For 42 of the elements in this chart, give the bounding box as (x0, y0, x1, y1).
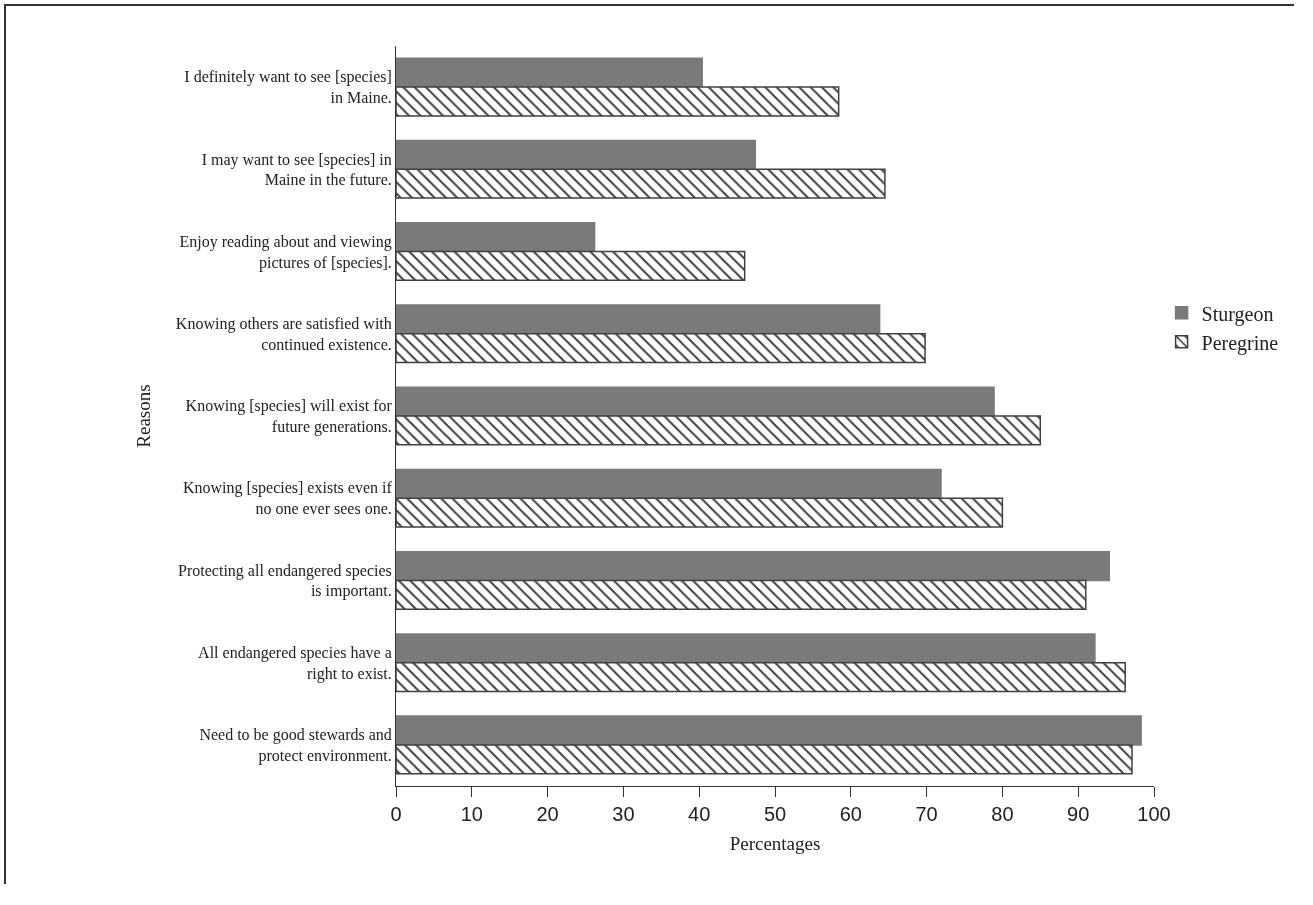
x-tick-label: 90 (1067, 803, 1090, 825)
bar (396, 415, 1042, 446)
bar (396, 550, 1111, 582)
bar (396, 86, 840, 117)
bar (396, 304, 881, 335)
x-tick-label: 50 (763, 803, 787, 825)
x-tick-label: 30 (612, 803, 635, 825)
y-tick-label: I definitely want to see [species] in Maine. (184, 68, 392, 107)
y-tick-label: Protecting all endangered species is important. (178, 561, 392, 601)
y-tick-label: Knowing [species] will exist for future generations. (185, 397, 393, 436)
x-tick-label: 40 (688, 803, 711, 825)
x-tick-label: 20 (536, 803, 559, 825)
x-tick-label: 10 (460, 803, 483, 825)
y-axis-title: Reasons (132, 384, 154, 448)
bar (396, 744, 1133, 775)
x-tick-label: 0 (390, 803, 402, 825)
y-tick-label: Knowing others are satisfied with continued existence. (175, 314, 392, 353)
bar (396, 468, 942, 499)
y-tick-label: All endangered species have a right to exist. (198, 643, 392, 683)
y-tick-label: Knowing [species] exists even if no one ever sees one. (182, 479, 393, 518)
bar (396, 250, 746, 282)
x-axis-title: Percentages (729, 832, 821, 854)
bar (396, 57, 703, 88)
legend-label: Sturgeon (1201, 302, 1274, 326)
x-tick-label: 60 (839, 803, 862, 825)
bar (396, 168, 886, 199)
y-tick-label: I may want to see [species] in Maine in the future. (201, 150, 392, 189)
text: Peregrine (1201, 331, 1279, 355)
x-tick-label: 80 (991, 803, 1014, 825)
y-tick-label: Enjoy reading about and viewing pictures of [species]. (179, 232, 392, 272)
bar (396, 633, 1096, 664)
x-tick-label: 100 (1137, 803, 1171, 825)
x-tick-label: 70 (915, 803, 938, 825)
y-tick-label: Need to be good stewards and protect environment. (199, 726, 392, 765)
bar (396, 579, 1087, 610)
bar (396, 333, 926, 364)
bar (396, 497, 1004, 528)
bar (396, 661, 1126, 693)
bar (396, 222, 596, 253)
bar (396, 386, 995, 417)
bar (396, 715, 1142, 746)
bar (396, 139, 757, 171)
